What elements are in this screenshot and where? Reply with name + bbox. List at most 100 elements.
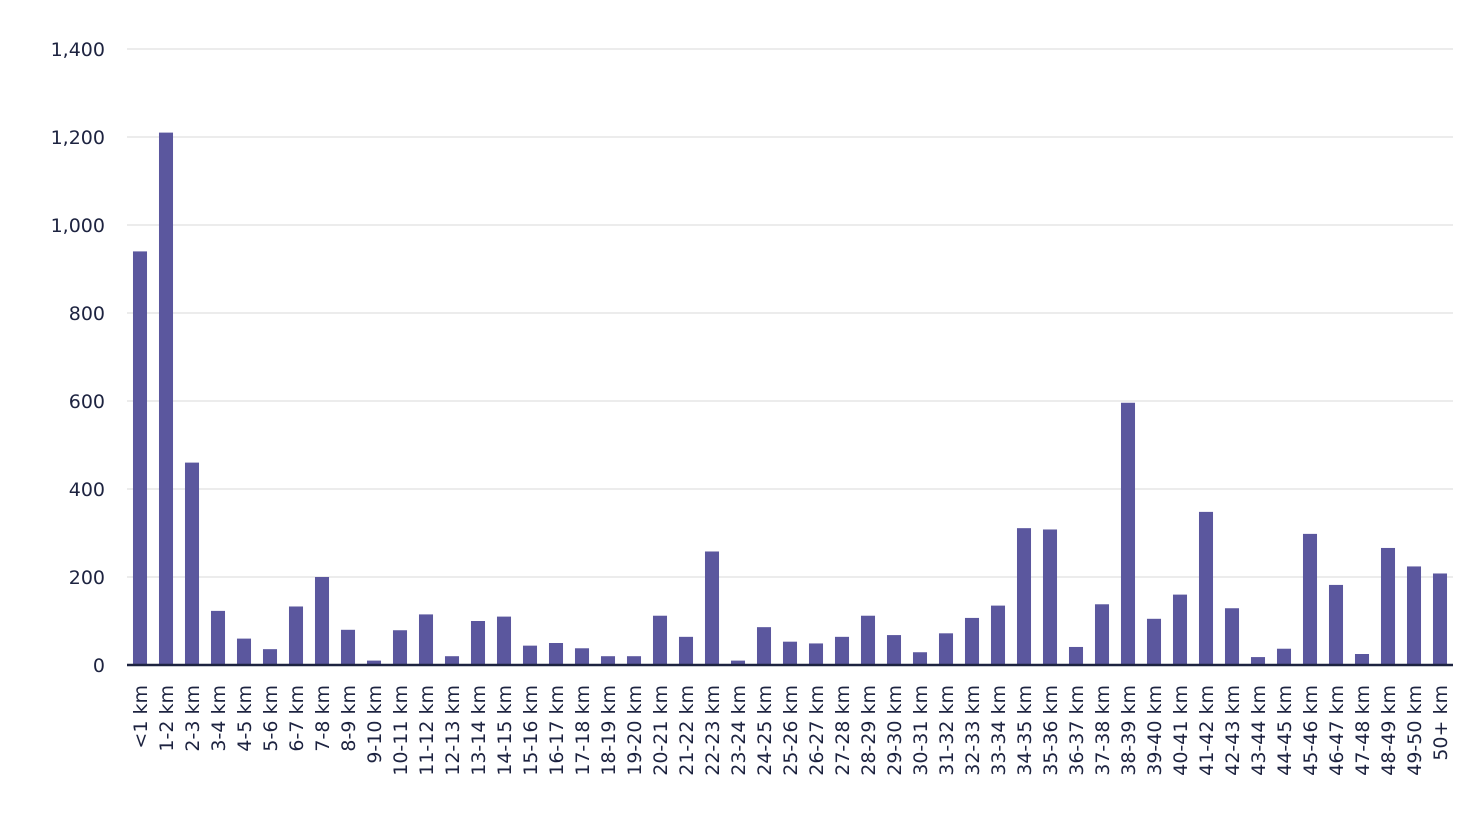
y-tick-label: 600 <box>69 391 105 413</box>
x-tick-label: 11-12 km <box>416 685 438 776</box>
x-tick-label: 19-20 km <box>624 685 646 776</box>
bar <box>756 627 772 665</box>
bar <box>470 621 486 665</box>
x-tick-label: 21-22 km <box>676 685 698 776</box>
bar <box>600 656 616 665</box>
x-tick-label: 20-21 km <box>650 685 672 776</box>
x-tick-label: 35-36 km <box>1040 685 1062 776</box>
x-tick-label: 23-24 km <box>728 685 750 776</box>
x-tick-label: 1-2 km <box>156 685 178 752</box>
bar <box>990 605 1006 665</box>
x-tick-label: 16-17 km <box>546 685 568 776</box>
y-tick-label: 0 <box>93 655 105 677</box>
x-tick-label: 13-14 km <box>468 685 490 776</box>
x-tick-label: 25-26 km <box>780 685 802 776</box>
x-tick-label: 42-43 km <box>1222 685 1244 776</box>
bar <box>1250 657 1266 665</box>
bar <box>1406 566 1422 665</box>
x-tick-label: 5-6 km <box>260 685 282 752</box>
bar <box>262 649 278 665</box>
bar <box>418 614 434 665</box>
bar <box>1432 573 1448 665</box>
bar <box>1354 654 1370 665</box>
bar <box>522 645 538 665</box>
x-tick-label: 15-16 km <box>520 685 542 776</box>
x-tick-label: 12-13 km <box>442 685 464 776</box>
x-tick-label: 28-29 km <box>858 685 880 776</box>
x-tick-label: 8-9 km <box>338 685 360 752</box>
x-tick-label: 48-49 km <box>1378 685 1400 776</box>
y-tick-label: 1,000 <box>51 215 105 237</box>
x-tick-label: 36-37 km <box>1066 685 1088 776</box>
bar <box>158 132 174 666</box>
bar <box>834 636 850 665</box>
x-tick-label: 9-10 km <box>364 685 386 764</box>
x-tick-label: 30-31 km <box>910 685 932 776</box>
x-tick-label: 38-39 km <box>1118 685 1140 776</box>
y-tick-label: 1,400 <box>51 39 105 61</box>
bar <box>1042 529 1058 665</box>
x-tick-label: 43-44 km <box>1248 685 1270 776</box>
x-tick-label: 32-33 km <box>962 685 984 776</box>
x-tick-label: <1 km <box>130 685 152 749</box>
bar <box>1146 618 1162 665</box>
bar <box>548 643 564 665</box>
bar <box>808 643 824 665</box>
x-axis-tick-labels: <1 km 1-2 km 2-3 km 3-4 km 4-5 km 5-6 km 6-7 k… <box>130 685 1452 776</box>
bar <box>886 635 902 665</box>
bar <box>1068 646 1084 665</box>
bar <box>1016 528 1032 665</box>
bar <box>366 660 382 665</box>
bar <box>574 648 590 665</box>
x-tick-label: 45-46 km <box>1300 685 1322 776</box>
x-tick-label: 50+ km <box>1430 685 1452 761</box>
bar <box>912 652 928 665</box>
x-tick-label: 17-18 km <box>572 685 594 776</box>
bar <box>652 615 668 665</box>
bar <box>1276 648 1292 665</box>
x-tick-label: 18-19 km <box>598 685 620 776</box>
bar <box>1094 604 1110 665</box>
x-tick-label: 2-3 km <box>182 685 204 752</box>
bar <box>1302 533 1318 665</box>
x-tick-label: 3-4 km <box>208 685 230 752</box>
y-tick-label: 1,200 <box>51 127 105 149</box>
bar <box>730 660 746 665</box>
y-axis-tick-labels: 0 200 400 600 800 1,000 1,200 1,400 <box>51 39 105 677</box>
bar <box>340 629 356 665</box>
bar <box>1120 402 1136 665</box>
x-tick-label: 34-35 km <box>1014 685 1036 776</box>
x-tick-label: 22-23 km <box>702 685 724 776</box>
bar <box>132 251 148 665</box>
bar <box>496 616 512 665</box>
bar <box>678 636 694 665</box>
bar <box>1224 608 1240 665</box>
bar <box>782 641 798 665</box>
bar <box>184 462 200 665</box>
x-tick-label: 7-8 km <box>312 685 334 752</box>
x-tick-label: 49-50 km <box>1404 685 1426 776</box>
bar <box>236 638 252 665</box>
bar <box>210 610 226 665</box>
x-tick-label: 29-30 km <box>884 685 906 776</box>
bar <box>938 633 954 665</box>
bar <box>392 630 408 665</box>
bar <box>288 606 304 665</box>
bar <box>314 577 330 665</box>
bar <box>1198 511 1214 665</box>
x-tick-label: 27-28 km <box>832 685 854 776</box>
x-tick-label: 33-34 km <box>988 685 1010 776</box>
y-tick-label: 400 <box>69 479 105 501</box>
x-tick-label: 24-25 km <box>754 685 776 776</box>
bar <box>1328 584 1344 665</box>
x-tick-label: 10-11 km <box>390 685 412 776</box>
x-tick-label: 26-27 km <box>806 685 828 776</box>
x-tick-label: 39-40 km <box>1144 685 1166 776</box>
bars <box>132 132 1448 666</box>
x-tick-label: 41-42 km <box>1196 685 1218 776</box>
bar <box>860 615 876 665</box>
x-tick-label: 6-7 km <box>286 685 308 752</box>
x-tick-label: 47-48 km <box>1352 685 1374 776</box>
x-tick-label: 14-15 km <box>494 685 516 776</box>
